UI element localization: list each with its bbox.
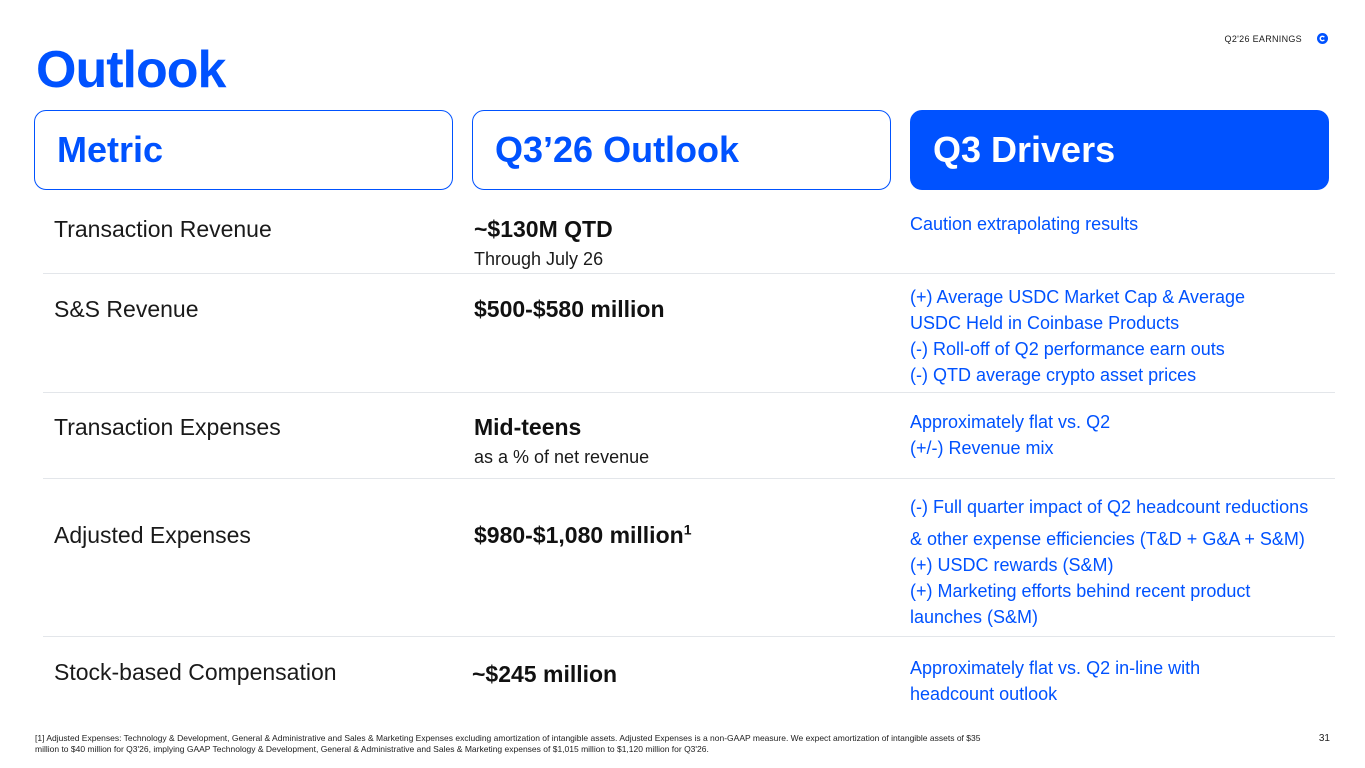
metric-adjusted-expenses: Adjusted Expenses — [54, 522, 251, 548]
metric-ss-revenue: S&S Revenue — [54, 296, 199, 322]
driver-line: & other expense efficiencies (T&D + G&A … — [910, 529, 1305, 549]
row-divider — [43, 478, 1335, 479]
outlook-value: $980-$1,080 million — [474, 522, 684, 548]
outlook-stock-based-compensation: ~$245 million — [472, 661, 618, 687]
driver-line: (-) QTD average crypto asset prices — [910, 365, 1197, 385]
header-tag: Q2'26 EARNINGS — [1224, 34, 1302, 44]
outlook-transaction-expenses: Mid-teens — [474, 414, 582, 440]
footnote-marker: 1 — [683, 521, 692, 538]
column-header-drivers: Q3 Drivers — [910, 110, 1329, 190]
driver-line: USDC Held in Coinbase Products — [910, 313, 1180, 333]
drivers-transaction-expenses: Approximately flat vs. Q2 (+/-) Revenue … — [910, 409, 1110, 461]
outlook-sub-transaction-expenses: as a % of net revenue — [474, 447, 650, 467]
metric-stock-based-compensation: Stock-based Compensation — [54, 659, 337, 685]
outlook-transaction-revenue: ~$130M QTD — [474, 216, 613, 242]
driver-line: (+) USDC rewards (S&M) — [910, 555, 1114, 575]
drivers-stock-based-compensation: Approximately flat vs. Q2 in-line with h… — [910, 655, 1200, 707]
driver-line: headcount outlook — [910, 684, 1058, 704]
driver-line: Caution extrapolating results — [910, 214, 1139, 234]
outlook-adjusted-expenses: $980-$1,080 million1 — [474, 522, 691, 549]
driver-line: Approximately flat vs. Q2 in-line with — [910, 658, 1201, 678]
row-divider — [43, 273, 1335, 274]
driver-line: (+/-) Revenue mix — [910, 438, 1054, 458]
driver-line: launches (S&M) — [910, 607, 1039, 627]
outlook-sub-transaction-revenue: Through July 26 — [474, 249, 604, 269]
row-divider — [43, 392, 1335, 393]
row-divider — [43, 636, 1335, 637]
metric-transaction-expenses: Transaction Expenses — [54, 414, 281, 440]
outlook-ss-revenue: $500-$580 million — [474, 296, 665, 322]
driver-line: (+) Average USDC Market Cap & Average — [910, 287, 1245, 307]
drivers-transaction-revenue: Caution extrapolating results — [910, 211, 1138, 237]
driver-line: (+) Marketing efforts behind recent prod… — [910, 581, 1251, 601]
column-header-outlook: Q3’26 Outlook — [472, 110, 891, 190]
drivers-ss-revenue: (+) Average USDC Market Cap & Average US… — [910, 284, 1245, 388]
page-title: Outlook — [36, 41, 226, 99]
coinbase-logo-icon — [1317, 33, 1328, 44]
driver-line: (-) Roll-off of Q2 performance earn outs — [910, 339, 1225, 359]
driver-line: Approximately flat vs. Q2 — [910, 412, 1111, 432]
footnote: [1] Adjusted Expenses: Technology & Deve… — [35, 733, 981, 754]
page-number: 31 — [1318, 733, 1330, 744]
drivers-adjusted-expenses: (-) Full quarter impact of Q2 headcount … — [910, 494, 1308, 630]
driver-line: (-) Full quarter impact of Q2 headcount … — [910, 497, 1309, 517]
metric-transaction-revenue: Transaction Revenue — [54, 216, 272, 242]
column-header-metric: Metric — [34, 110, 453, 190]
